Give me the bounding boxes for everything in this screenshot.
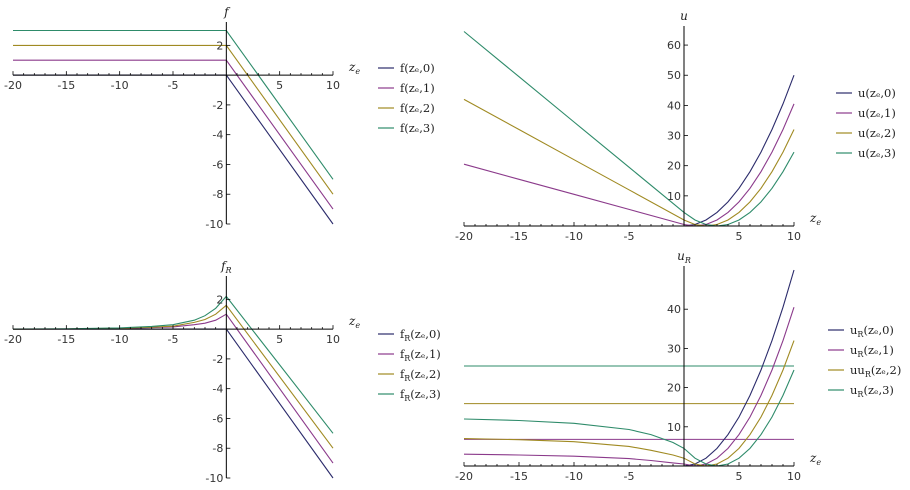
x-tick-label: -15 (510, 470, 528, 483)
series-line-4 (463, 369, 795, 467)
legend-label-2: u(zₑ,1) (858, 106, 896, 120)
y-tick-label: -10 (205, 218, 223, 231)
legend-label-4: uR(zₑ,3) (850, 383, 894, 399)
series-line-3 (13, 44, 334, 195)
x-tick-label: 10 (787, 230, 801, 243)
x-tick-label: 5 (276, 333, 283, 346)
x-tick-label: -15 (57, 79, 75, 92)
legend-label-2: uR(zₑ,1) (850, 343, 894, 359)
y-axis-label: u (680, 9, 688, 23)
x-axis-label: ze (348, 314, 360, 330)
y-tick-label: 40 (667, 99, 681, 112)
x-axis-label: ze (348, 60, 360, 76)
y-tick-label: -10 (205, 472, 223, 485)
legend-label-4: f(zₑ,3) (400, 121, 435, 135)
y-axis-label: f (223, 5, 231, 19)
y-tick-label: 20 (667, 160, 681, 173)
x-tick-label: -20 (4, 79, 22, 92)
legend: uR(zₑ,0) uR(zₑ,1) uuR(zₑ,2) uR(zₑ,3) (828, 323, 901, 399)
legend: u(zₑ,0) u(zₑ,1) u(zₑ,2) u(zₑ,3) (836, 86, 896, 160)
y-tick-label: 40 (667, 303, 681, 316)
series-line-1 (13, 328, 334, 479)
y-tick-label: 10 (667, 190, 681, 203)
legend-label-2: f(zₑ,1) (400, 81, 435, 95)
x-tick-label: -10 (565, 470, 583, 483)
x-tick-label: -10 (111, 333, 129, 346)
x-tick-label: -15 (57, 333, 75, 346)
legend-label-3: fR(zₑ,2) (400, 367, 441, 383)
legend-label-1: f(zₑ,0) (400, 61, 435, 75)
x-tick-label: -5 (168, 79, 179, 92)
series-line-1 (464, 75, 795, 227)
y-tick-label: 50 (667, 69, 681, 82)
y-tick-label: 20 (667, 382, 681, 395)
x-tick-label: 10 (326, 79, 340, 92)
x-axis-label: ze (809, 451, 821, 467)
chart-panel-4: -20 -15 -10 -5 5 1010203040uRzeuR(zₑ,0)uR(zₑ,… (455, 249, 901, 483)
y-tick-label: 10 (667, 421, 681, 434)
legend-label-3: u(zₑ,2) (858, 126, 896, 140)
legend-label-3: uuR(zₑ,2) (850, 363, 901, 379)
legend-label-2: fR(zₑ,1) (400, 347, 441, 363)
series-line-1 (13, 74, 334, 225)
legend-label-1: u(zₑ,0) (858, 86, 896, 100)
legend-label-4: u(zₑ,3) (858, 146, 896, 160)
y-axis-label: uR (677, 249, 691, 265)
x-tick-label: -15 (510, 230, 528, 243)
x-tick-label: -20 (4, 333, 22, 346)
legend: f(zₑ,0) f(zₑ,1) f(zₑ,2) f(zₑ,3) (378, 61, 435, 135)
x-tick-label: -5 (624, 470, 635, 483)
y-tick-label: -8 (212, 188, 223, 201)
series-line-3 (463, 98, 795, 227)
y-tick-label: -6 (212, 158, 223, 171)
y-tick-label: 2 (216, 293, 223, 306)
y-tick-label: -6 (212, 412, 223, 425)
x-tick-label: -20 (455, 470, 473, 483)
x-tick-label: -20 (455, 230, 473, 243)
x-axis-label: ze (809, 211, 821, 227)
x-tick-label: 10 (326, 333, 340, 346)
legend: fR(zₑ,0) fR(zₑ,1) fR(zₑ,2) fR(zₑ,3) (378, 327, 441, 403)
x-tick-label: 5 (736, 470, 743, 483)
y-axis-label: fR (220, 259, 231, 275)
chart-panel-2: -20 -15 -10 -5 5 10102030405060uzeu(zₑ,0)u(zₑ… (455, 9, 896, 243)
y-tick-label: -4 (212, 129, 223, 142)
series-line-4 (463, 31, 795, 227)
y-tick-label: 60 (667, 39, 681, 52)
series-line-1 (464, 269, 795, 467)
x-tick-label: -10 (565, 230, 583, 243)
y-tick-label: -2 (212, 353, 223, 366)
y-tick-label: 30 (667, 130, 681, 143)
y-tick-label: 2 (216, 39, 223, 52)
x-tick-label: -5 (624, 230, 635, 243)
y-tick-label: -8 (212, 442, 223, 455)
legend-label-1: uR(zₑ,0) (850, 323, 894, 339)
y-tick-label: 30 (667, 342, 681, 355)
x-tick-label: -10 (111, 79, 129, 92)
x-tick-label: 5 (276, 79, 283, 92)
series-line-2 (463, 103, 795, 227)
legend-label-1: fR(zₑ,0) (400, 327, 441, 343)
y-tick-label: -2 (212, 99, 223, 112)
legend-label-3: f(zₑ,2) (400, 101, 435, 115)
x-tick-label: 10 (787, 470, 801, 483)
x-tick-label: -5 (168, 333, 179, 346)
x-tick-label: 5 (736, 230, 743, 243)
chart-panel-3: -20 -15 -10 -5 5 10-10-8-6-4-22fRzefR(zₑ,0)fR… (4, 259, 441, 485)
y-tick-label: -4 (212, 383, 223, 396)
series-line-4 (12, 295, 334, 434)
legend-label-4: fR(zₑ,3) (400, 387, 441, 403)
